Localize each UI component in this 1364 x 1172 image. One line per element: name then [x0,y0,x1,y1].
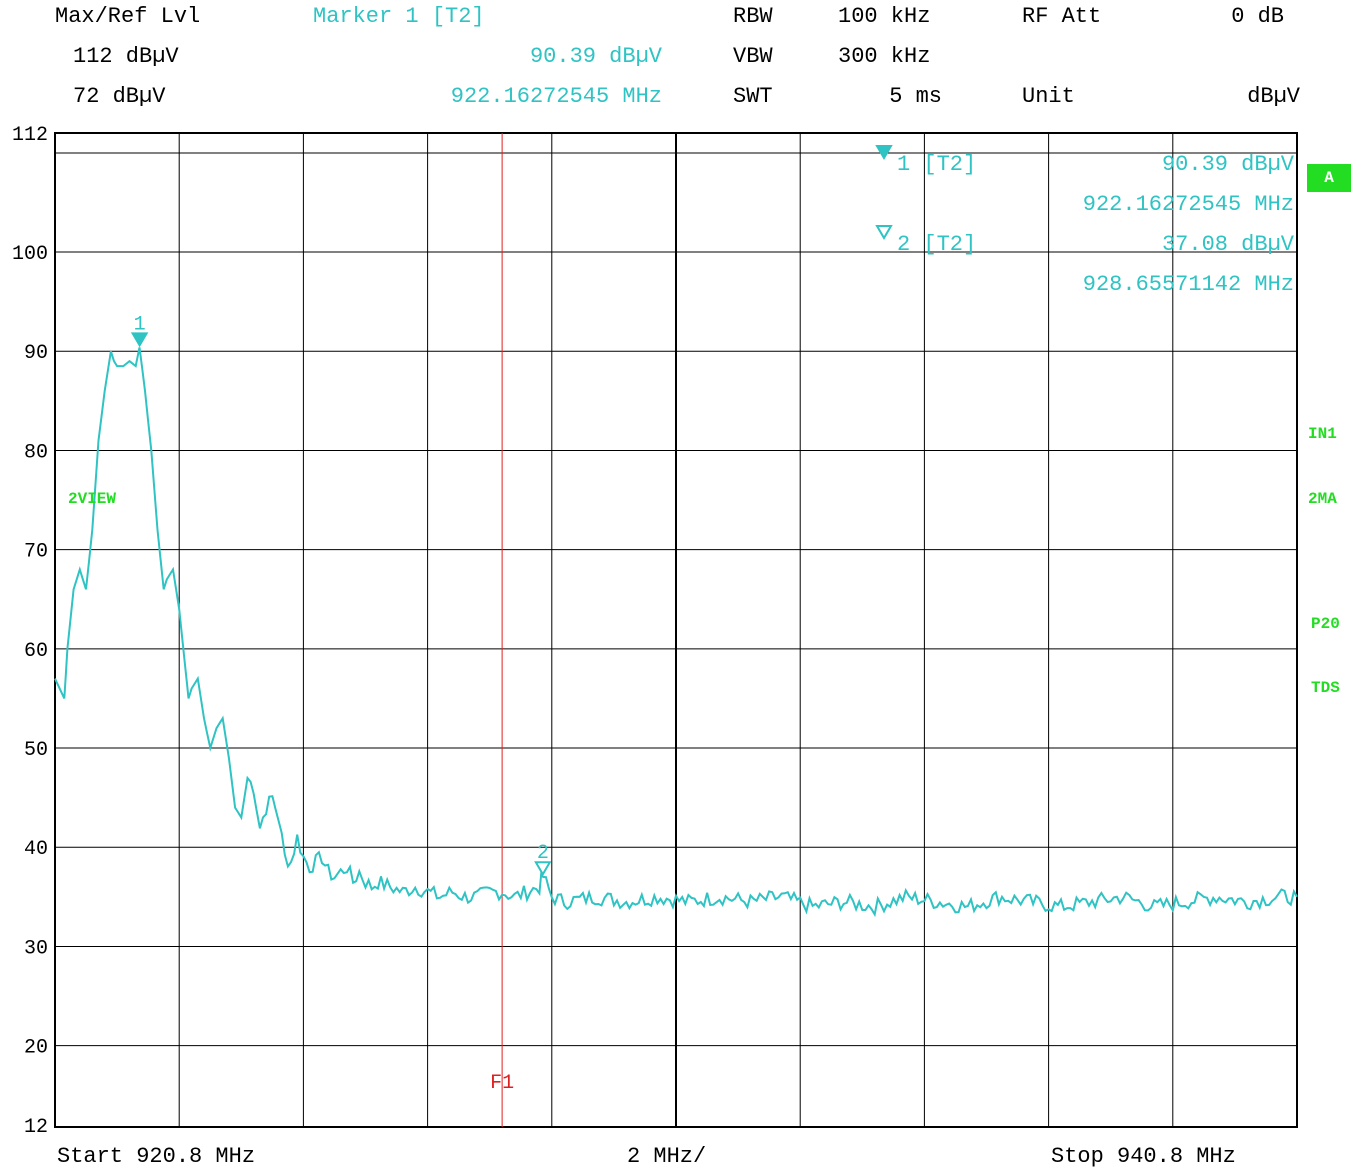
y-tick-label: 12 [24,1116,48,1139]
start-frequency: Start 920.8 MHz [57,1144,256,1169]
p20-label: P20 [1311,615,1340,633]
y-tick-label: 60 [24,640,48,663]
y-tick-label: 50 [24,739,48,762]
unit-value: dBµV [1247,84,1300,109]
tds-label: TDS [1311,679,1340,697]
max-ref-level-value: 112 dBµV [73,44,179,69]
marker-2-info-label: 2 [T2] [897,232,976,257]
spectrum-trace [54,347,1298,918]
2view-label: 2VIEW [68,490,117,508]
marker-2-info-level: 37.08 dBµV [1162,232,1295,257]
max-ref-level-label: Max/Ref Lvl [55,4,201,29]
rbw-value: 100 kHz [838,4,931,29]
y-tick-label: 90 [24,342,48,365]
in1-label: IN1 [1308,425,1337,443]
marker-1-info-label: 1 [T2] [897,152,976,177]
marker-frequency-readout: 922.16272545 MHz [450,84,662,109]
marker-1-label: 1 [134,313,146,336]
marker-2-info-icon [875,225,893,240]
trace-a-indicator: A [1307,164,1351,192]
unit-label: Unit [1022,84,1075,109]
y-tick-label: 20 [24,1037,48,1060]
y-tick-label: 100 [12,243,48,266]
y-tick-label: 40 [24,838,48,861]
stop-frequency: Stop 940.8 MHz [1051,1144,1236,1169]
rf-att-label: RF Att [1022,4,1102,29]
marker-2-info-frequency: 928.65571142 MHz [1083,272,1294,297]
2ma-label: 2MA [1308,490,1337,508]
y-tick-label: 30 [24,937,48,960]
marker-2-label: 2 [537,842,549,865]
swt-label: SWT [733,84,773,109]
marker-1-info-frequency: 922.16272545 MHz [1083,192,1294,217]
swt-value: 5 ms [889,84,942,109]
rbw-label: RBW [733,4,773,29]
ref-level-value: 72 dBµV [73,84,166,109]
marker-level-readout: 90.39 dBµV [529,44,662,69]
y-tick-label: 70 [24,541,48,564]
vbw-value: 300 kHz [838,44,931,69]
marker-1-info-icon [875,145,893,160]
f1-label: F1 [490,1072,514,1095]
y-tick-label: 80 [24,441,48,464]
y-tick-label: 112 [12,124,48,147]
rf-att-value: 0 dB [1231,4,1284,29]
marker-2-triangle [534,861,552,877]
span-per-division: 2 MHz/ [627,1144,707,1169]
marker-1-triangle [130,332,149,348]
vbw-label: VBW [733,44,773,69]
marker-1-info-level: 90.39 dBµV [1162,152,1295,177]
marker-title: Marker 1 [T2] [313,4,485,29]
